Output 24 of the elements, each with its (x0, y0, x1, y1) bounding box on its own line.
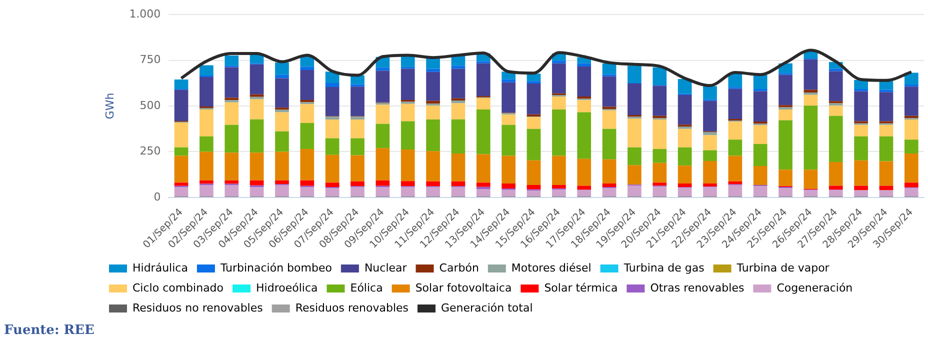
legend-label: Cogeneración (776, 281, 853, 294)
legend-label: Ciclo combinado (132, 281, 224, 294)
legend-label: Turbinación bombeo (219, 261, 332, 274)
y-axis-title: GWh (103, 92, 116, 120)
legend-label: Motores diésel (511, 261, 592, 274)
y-tick-label: 0 (154, 190, 161, 204)
legend-label: Hidroeólica (256, 281, 318, 294)
legend-label: Turbina de gas (622, 261, 705, 274)
legend-label: Hidráulica (132, 261, 188, 274)
legend-label: Solar fotovoltaica (415, 281, 512, 294)
legend-label: Residuos no renovables (132, 301, 264, 314)
legend-label: Carbón (439, 261, 479, 274)
legend-label: Turbina de vapor (736, 261, 830, 274)
y-tick-label: 250 (140, 144, 161, 158)
y-tick-label: 750 (140, 53, 161, 66)
legend-label: Residuos renovables (295, 301, 409, 314)
legend-label: Nuclear (364, 261, 408, 274)
y-tick-label: 1.000 (129, 7, 161, 20)
legend-label: Eólica (350, 281, 383, 294)
legend-label: Otras renovables (650, 281, 744, 294)
y-tick-label: 500 (140, 98, 161, 112)
source-note: Fuente: REE (4, 323, 94, 338)
legend-label: Generación total (441, 301, 533, 314)
legend-label: Solar térmica (544, 281, 618, 294)
